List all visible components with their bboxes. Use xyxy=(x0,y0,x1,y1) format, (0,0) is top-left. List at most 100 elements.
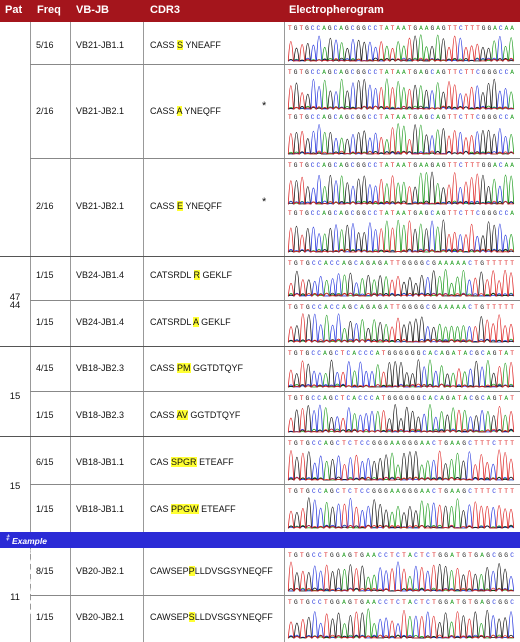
column-divider xyxy=(70,22,71,642)
column-divider xyxy=(284,22,285,642)
trace-t xyxy=(287,35,515,62)
freq-cell: 1/15 xyxy=(36,317,54,327)
patient-divider xyxy=(0,346,520,347)
vbjb-cell: VB18-JB2.3 xyxy=(76,410,125,420)
trace-t xyxy=(287,313,515,343)
vbjb-cell: VB21-JB2.1 xyxy=(76,106,125,116)
freq-cell: 1/15 xyxy=(36,410,54,420)
trace-t xyxy=(287,220,515,253)
cdr3-cell: CAS SPGR ETEAFF xyxy=(150,457,234,467)
header-pat: Pat xyxy=(5,4,23,16)
vbjb-cell: VB20-JB2.1 xyxy=(76,612,125,622)
row-divider xyxy=(30,158,520,159)
row-divider xyxy=(30,300,520,301)
note-band: Example of an AA sequence variation due … xyxy=(0,532,520,616)
trace-c xyxy=(287,361,514,388)
patient-id: 11 xyxy=(10,592,20,603)
vbjb-cell: VB24-JB1.4 xyxy=(76,270,125,280)
patient-id: 15 xyxy=(9,481,21,492)
trace-t xyxy=(287,561,514,592)
patient-divider xyxy=(0,256,520,257)
trace-a xyxy=(287,452,514,481)
column-divider xyxy=(143,22,144,642)
asterisk-mark: * xyxy=(262,100,267,112)
trace-t xyxy=(287,172,514,205)
vbjb-cell: VB24-JB1.4 xyxy=(76,317,125,327)
vbjb-cell: VB21-JB2.1 xyxy=(76,201,125,211)
trace-a xyxy=(287,172,515,205)
freq-cell: 2/16 xyxy=(36,201,54,211)
row-divider xyxy=(30,595,520,596)
vbjb-cell: VB18-JB2.3 xyxy=(76,363,125,373)
trace-t xyxy=(287,610,514,639)
trace-t xyxy=(287,270,515,297)
trace-t xyxy=(287,501,515,529)
trace-a xyxy=(288,219,515,253)
cdr3-cell: CASS AV GGTDTQYF xyxy=(150,410,241,420)
row-divider xyxy=(30,64,520,65)
cdr3-cell: CAWSEPPLLDVSGSYNEQFF xyxy=(150,566,273,576)
cdr3-cell: CAS PPGW ETEAFF xyxy=(150,504,236,514)
freq-cell: 4/15 xyxy=(36,363,54,373)
patient-divider xyxy=(0,436,520,437)
header-cdr3: CDR3 xyxy=(150,4,180,16)
asterisk-mark: * xyxy=(262,196,267,208)
vbjb-cell: VB18-JB1.1 xyxy=(76,457,125,467)
freq-cell: 1/15 xyxy=(36,612,54,622)
cdr3-cell: CASS E YNEQFF xyxy=(150,201,222,211)
column-divider xyxy=(30,22,31,642)
freq-cell: 2/16 xyxy=(36,106,54,116)
vbjb-cell: VB18-JB1.1 xyxy=(76,504,125,514)
header-vbjb: VB-JB xyxy=(76,4,110,16)
cdr3-cell: CAWSEPSLLDVSGSYNEQFF xyxy=(150,612,273,622)
trace-a xyxy=(288,608,514,639)
cdr3-cell: CASS A YNEQFF xyxy=(150,106,221,116)
header-electropherogram: Electropherogram xyxy=(289,4,384,16)
trace-c xyxy=(288,561,515,592)
patient-id: 47 xyxy=(9,292,21,303)
cdr3-cell: CASS S YNEAFF xyxy=(150,40,221,50)
patient-id: 44 xyxy=(9,300,21,311)
trace-g xyxy=(288,270,514,297)
freq-cell: 1/15 xyxy=(36,504,54,514)
header-freq: Freq xyxy=(37,4,61,16)
cdr3-cell: CATSRDL R GEKLF xyxy=(150,270,233,280)
vbjb-cell: VB21-JB1.1 xyxy=(76,40,125,50)
freq-cell: 6/15 xyxy=(36,457,54,467)
row-divider xyxy=(30,484,520,485)
trace-g xyxy=(288,610,515,639)
